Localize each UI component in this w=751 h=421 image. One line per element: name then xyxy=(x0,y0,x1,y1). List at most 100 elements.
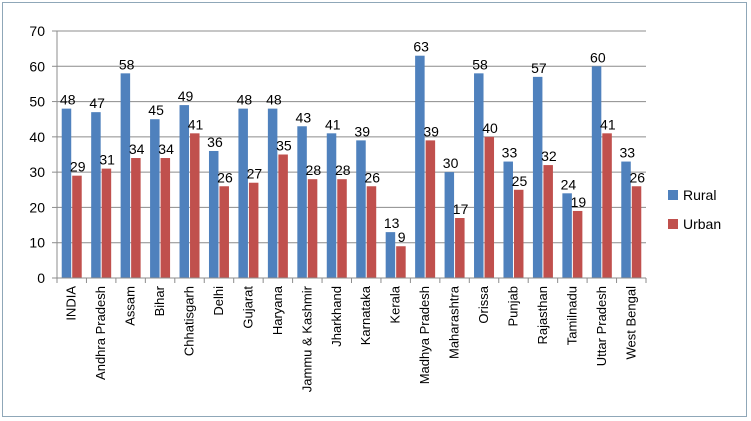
data-label-rural: 60 xyxy=(590,49,606,65)
x-category-label: West Bengal xyxy=(623,286,638,360)
bar-rural xyxy=(91,112,101,279)
bar-rural xyxy=(415,55,425,279)
bar-urban xyxy=(101,168,112,278)
data-label-rural: 36 xyxy=(207,134,223,150)
legend-swatch-urban xyxy=(668,219,678,229)
x-category-label: Haryana xyxy=(270,285,285,335)
data-label-rural: 63 xyxy=(413,39,429,55)
data-label-rural: 30 xyxy=(443,155,459,171)
bar-rural xyxy=(562,193,572,278)
bar-urban xyxy=(278,154,288,278)
data-label-rural: 33 xyxy=(619,145,635,161)
x-category-label: Gujarat xyxy=(240,286,255,329)
data-label-urban: 35 xyxy=(276,138,292,154)
bar-rural xyxy=(503,161,513,278)
bar-urban xyxy=(219,186,229,278)
bar-urban xyxy=(484,136,495,278)
y-tick-label: 40 xyxy=(29,129,45,145)
data-label-rural: 58 xyxy=(119,56,135,72)
x-category-label: Bihar xyxy=(152,285,167,316)
bar-rural xyxy=(179,105,190,278)
x-category-label: Jharkhand xyxy=(329,286,344,347)
data-label-urban: 41 xyxy=(600,116,616,132)
x-category-label: Assam xyxy=(123,286,138,326)
bar-urban xyxy=(513,189,524,278)
bar-urban xyxy=(543,165,553,278)
bar-rural xyxy=(621,161,631,278)
bar-urban xyxy=(455,218,465,278)
bar-urban xyxy=(631,186,642,278)
x-category-label: Uttar Pradesh xyxy=(594,286,609,366)
bar-urban xyxy=(190,133,200,278)
data-label-urban: 29 xyxy=(70,159,86,175)
y-tick-label: 0 xyxy=(37,270,45,286)
data-label-urban: 41 xyxy=(188,116,204,132)
x-category-label: Delhi xyxy=(211,286,226,316)
bar-urban xyxy=(72,175,82,278)
data-label-urban: 9 xyxy=(398,229,406,245)
data-label-urban: 28 xyxy=(306,162,322,178)
data-label-rural: 48 xyxy=(266,92,282,108)
bar-urban xyxy=(131,158,141,278)
data-label-urban: 27 xyxy=(247,166,263,182)
y-tick-label: 60 xyxy=(29,58,45,74)
data-label-rural: 13 xyxy=(384,215,400,231)
data-label-rural: 43 xyxy=(296,109,312,125)
y-tick-label: 30 xyxy=(29,164,45,180)
data-label-rural: 48 xyxy=(60,92,76,108)
data-label-urban: 26 xyxy=(217,169,233,185)
bar-rural xyxy=(444,172,455,278)
y-tick-label: 50 xyxy=(29,94,45,110)
data-label-urban: 28 xyxy=(335,162,351,178)
data-label-rural: 41 xyxy=(325,116,341,132)
bar-rural xyxy=(267,108,278,278)
data-label-rural: 33 xyxy=(502,145,518,161)
data-label-urban: 17 xyxy=(453,201,469,217)
data-label-rural: 45 xyxy=(148,102,164,118)
bar-rural xyxy=(61,108,72,278)
y-tick-label: 20 xyxy=(29,199,45,215)
x-category-label: Orissa xyxy=(476,285,491,323)
x-category-label: Madhya Pradesh xyxy=(417,286,432,384)
data-label-urban: 39 xyxy=(423,123,439,139)
bar-urban xyxy=(602,133,612,278)
legend-label-urban: Urban xyxy=(683,216,721,232)
y-tick-label: 10 xyxy=(29,235,45,251)
data-label-rural: 24 xyxy=(561,176,577,192)
data-label-urban: 31 xyxy=(99,152,115,168)
bar-rural xyxy=(326,133,337,278)
data-label-urban: 19 xyxy=(571,194,587,210)
data-label-rural: 49 xyxy=(178,88,194,104)
data-label-rural: 48 xyxy=(237,92,253,108)
bar-rural xyxy=(356,140,366,278)
legend: Rural Urban xyxy=(668,187,721,232)
data-label-urban: 26 xyxy=(629,169,645,185)
x-category-label: Karnataka xyxy=(358,285,373,345)
x-category-label: Tamilnadu xyxy=(564,286,579,345)
x-category-label: INDIA xyxy=(64,286,79,321)
data-label-rural: 57 xyxy=(531,60,547,76)
x-category-label: Maharashtra xyxy=(447,285,462,359)
bar-urban xyxy=(248,182,259,278)
bars xyxy=(61,55,642,279)
bar-urban xyxy=(425,140,436,278)
bar-rural xyxy=(385,232,396,278)
data-label-urban: 34 xyxy=(158,141,174,157)
bar-urban xyxy=(337,179,347,278)
data-label-urban: 40 xyxy=(482,120,498,136)
x-category-label: Jammu & Kashmir xyxy=(299,285,314,392)
bar-urban xyxy=(160,158,171,278)
bar-rural xyxy=(238,108,248,278)
bar-rural xyxy=(591,66,602,279)
bar-rural xyxy=(297,126,307,279)
bar-rural xyxy=(150,119,160,278)
data-label-urban: 32 xyxy=(541,148,557,164)
bar-urban xyxy=(396,246,406,278)
bar-rural xyxy=(532,76,543,278)
bar-urban xyxy=(366,186,377,278)
bar-rural xyxy=(208,150,219,278)
data-label-rural: 58 xyxy=(472,56,488,72)
x-category-label: Kerala xyxy=(388,285,403,323)
bar-rural xyxy=(474,73,484,278)
